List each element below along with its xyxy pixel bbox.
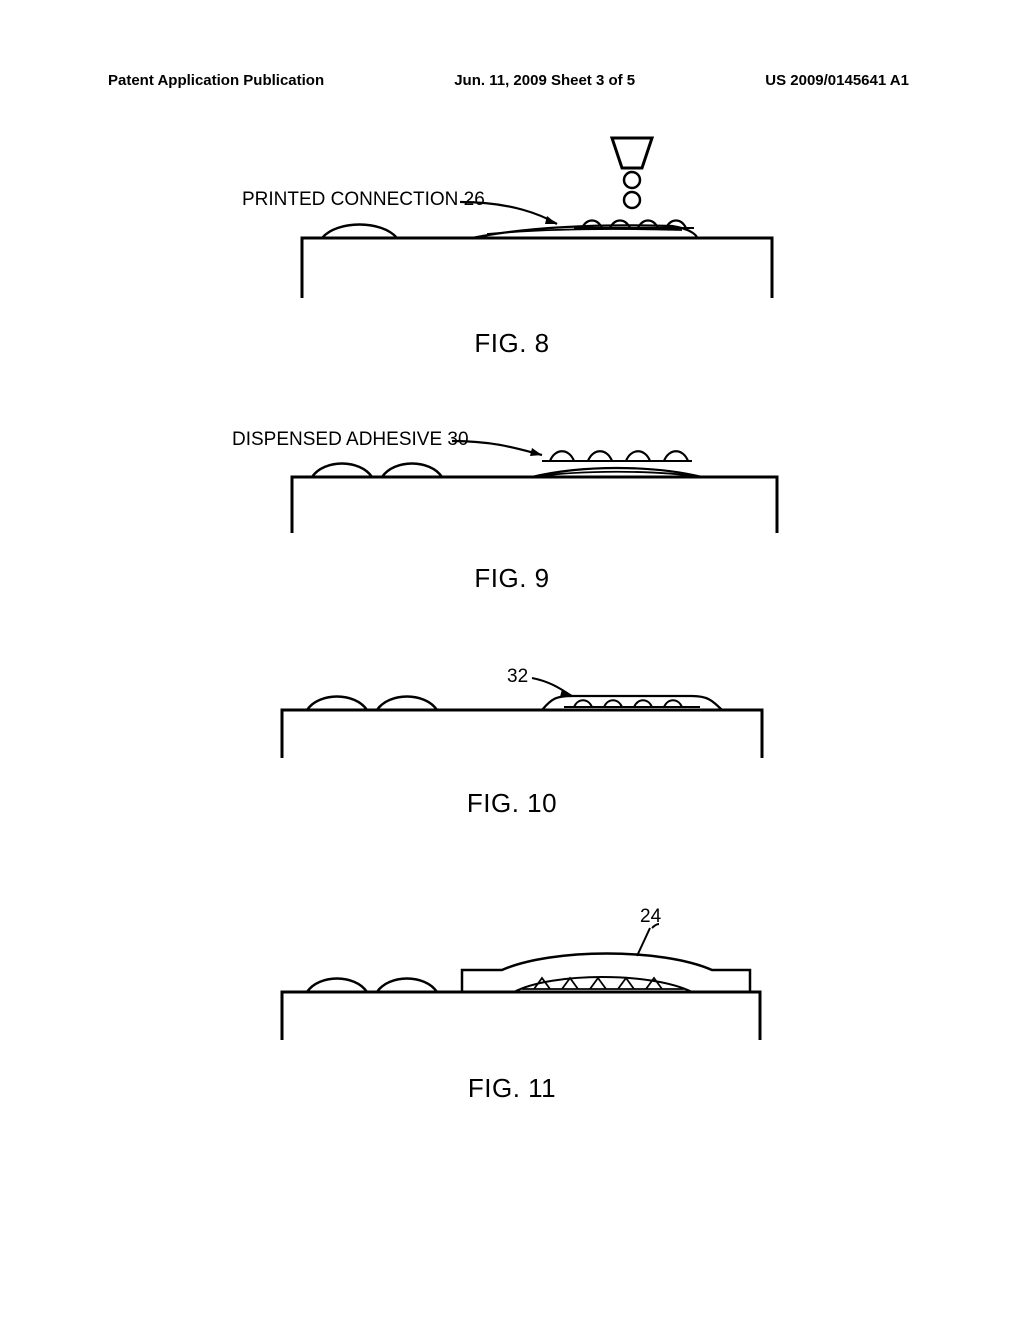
bump-2	[604, 700, 622, 707]
figure-8-drawing: PRINTED CONNECTION 26	[242, 130, 782, 300]
substrate-outline	[282, 992, 760, 1040]
adhesive-bump-1	[550, 451, 574, 461]
lens-2	[382, 464, 442, 478]
substrate-outline	[282, 710, 762, 758]
fig9-caption: FIG. 9	[232, 563, 792, 594]
dispenser-nozzle	[612, 138, 652, 168]
substrate-outline	[302, 238, 772, 298]
arrow-head-icon	[545, 216, 557, 224]
header-right: US 2009/0145641 A1	[765, 72, 909, 89]
ibump-4	[618, 978, 634, 989]
figure-11: 24 FIG. 11	[252, 900, 772, 1104]
die-surface	[487, 229, 682, 234]
bump-4	[664, 700, 682, 707]
figure-11-drawing: 24	[252, 900, 772, 1045]
droplet-2	[624, 192, 640, 208]
lens-2	[377, 697, 437, 711]
bump-3	[634, 700, 652, 707]
arrow-head-icon	[530, 448, 542, 456]
bump-2	[610, 221, 630, 229]
substrate-outline	[292, 477, 777, 533]
droplet-1	[624, 172, 640, 188]
leader-line	[637, 928, 650, 956]
ibump-3	[590, 978, 606, 989]
fig9-label: DISPENSED ADHESIVE 30	[232, 429, 469, 450]
fig10-label: 32	[507, 666, 528, 687]
fig10-caption: FIG. 10	[252, 788, 772, 819]
lens-1	[312, 464, 372, 478]
lens-1	[307, 697, 367, 711]
fig8-caption: FIG. 8	[242, 328, 782, 359]
figure-10-drawing: 32	[252, 660, 772, 760]
fig8-label: PRINTED CONNECTION 26	[242, 189, 485, 210]
figure-10: 32 FIG. 10	[252, 660, 772, 819]
cover-24-outline	[462, 954, 750, 993]
patent-header: Patent Application Publication Jun. 11, …	[0, 72, 1024, 89]
adhesive-bump-4	[664, 451, 688, 461]
lens-1	[307, 979, 367, 993]
fig11-caption: FIG. 11	[252, 1073, 772, 1104]
figure-9-drawing: DISPENSED ADHESIVE 30	[232, 415, 792, 535]
adhesive-bump-3	[626, 451, 650, 461]
header-center: Jun. 11, 2009 Sheet 3 of 5	[454, 72, 635, 89]
lens-left	[322, 225, 397, 239]
header-left: Patent Application Publication	[108, 72, 324, 89]
figure-9: DISPENSED ADHESIVE 30 FIG. 9	[232, 415, 792, 594]
bump-3	[638, 221, 658, 229]
adhesive-bump-2	[588, 451, 612, 461]
bump-1	[574, 700, 592, 707]
figure-8: PRINTED CONNECTION 26 FIG. 8	[242, 130, 782, 359]
lens-2	[377, 979, 437, 993]
